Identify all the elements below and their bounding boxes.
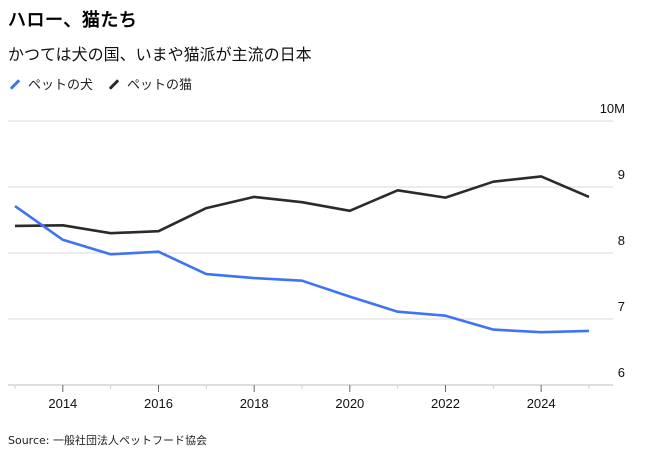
y-tick-label-9: 9 <box>618 167 625 182</box>
x-tick-label-2016: 2016 <box>144 396 173 411</box>
chart-title: ハロー、猫たち <box>8 10 138 31</box>
y-tick-label-7: 7 <box>618 299 625 314</box>
series-line-dogs <box>14 205 590 334</box>
y-tick-label-10: 10M <box>600 101 625 116</box>
x-tick-label-2020: 2020 <box>335 396 364 411</box>
x-tick-label-2018: 2018 <box>240 396 269 411</box>
legend: ペットの犬 ペットの猫 <box>8 74 206 93</box>
y-tick-label-8: 8 <box>618 233 625 248</box>
source-note: Source: 一般社団法人ペットフード協会 <box>8 434 207 447</box>
x-axis: 2014 2016 2018 2020 2022 2024 <box>8 384 613 411</box>
series-line-cats <box>14 175 590 235</box>
series-lines <box>14 175 590 334</box>
legend-label-cats: ペットの猫 <box>127 78 193 93</box>
y-tick-label-6: 6 <box>618 365 625 380</box>
gridlines <box>8 120 613 320</box>
x-tick-label-2024: 2024 <box>527 396 556 411</box>
legend-label-dogs: ペットの犬 <box>28 78 94 93</box>
legend-item-dogs: ペットの犬 <box>8 74 93 93</box>
x-tick-label-2014: 2014 <box>48 396 77 411</box>
y-axis-labels: 6 7 8 9 10M <box>600 101 625 380</box>
x-tick-label-2022: 2022 <box>431 396 460 411</box>
legend-item-cats: ペットの猫 <box>107 74 192 93</box>
chart-subtitle: かつては犬の国、いまや猫派が主流の日本 <box>8 45 312 64</box>
